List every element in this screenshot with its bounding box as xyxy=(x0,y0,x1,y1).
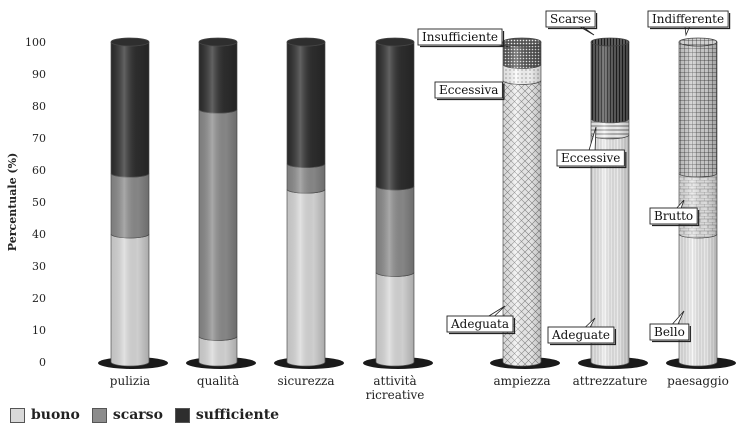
bar-top-cap xyxy=(678,37,718,47)
callout-box xyxy=(434,81,503,99)
callout-label: Brutto xyxy=(654,209,693,223)
callout-label: Indifferente xyxy=(652,12,724,26)
callout-box-shadow xyxy=(449,318,516,335)
callout-box-shadow xyxy=(559,152,627,169)
callout: Insufficiente xyxy=(417,28,511,48)
callout-box xyxy=(417,28,503,46)
callout-box-shadow xyxy=(437,84,505,101)
callout-label: Adeguate xyxy=(551,328,610,342)
y-tick-label: 50 xyxy=(32,196,46,209)
y-axis: 0 10 20 30 40 50 60 70 80 90 100 Percentuale (%) xyxy=(6,36,46,369)
y-axis-title: Percentuale (%) xyxy=(6,153,19,252)
legend-swatch-buono xyxy=(10,407,25,423)
callout-box xyxy=(545,10,596,28)
legend-swatch-scarso xyxy=(91,407,107,423)
callout-box xyxy=(547,326,615,344)
bar-shading xyxy=(503,42,541,366)
callout: Adeguata xyxy=(446,305,516,335)
category-label: pulizia xyxy=(110,374,150,388)
category-label: qualità xyxy=(197,374,239,388)
category-labels: pulizia qualità sicurezza attivitàricreativ… xyxy=(110,374,729,402)
bar-top-cap xyxy=(286,37,326,47)
legend-item-scarso: scarso xyxy=(91,407,163,423)
segment-callouts: Adeguata Eccessiva Insufficiente Adeguate Ec… xyxy=(417,10,731,346)
category-label: sicurezza xyxy=(277,374,334,388)
callout-box-shadow xyxy=(652,210,700,227)
right-chart-bars xyxy=(490,37,736,369)
callout-label: Scarse xyxy=(550,12,591,26)
bar-top-cap xyxy=(375,37,415,47)
callout-label: Insufficiente xyxy=(422,30,498,44)
y-tick-label: 100 xyxy=(25,36,46,49)
y-tick-label: 70 xyxy=(32,132,46,145)
bar-top-cap xyxy=(590,37,630,47)
callout-box xyxy=(647,10,729,28)
callout: Bello xyxy=(649,310,691,343)
y-tick-label: 40 xyxy=(32,228,46,241)
category-label: attrezzature xyxy=(573,374,648,388)
y-tick-label: 60 xyxy=(32,164,46,177)
legend: buono scarso sufficiente xyxy=(10,406,291,424)
bar-shading xyxy=(111,42,149,366)
y-tick-label: 90 xyxy=(32,68,46,81)
y-tick-label: 20 xyxy=(32,292,46,305)
callout: Scarse xyxy=(545,10,598,36)
callout: Eccessive xyxy=(556,126,627,169)
y-tick-label: 10 xyxy=(32,324,46,337)
callout-box-shadow xyxy=(548,13,598,30)
callout-label: Eccessiva xyxy=(439,83,498,97)
category-label: paesaggio xyxy=(667,374,729,388)
callout-box-shadow xyxy=(420,31,505,48)
legend-label: buono xyxy=(31,407,80,423)
callout: Indifferente xyxy=(647,10,731,37)
category-label: attività xyxy=(373,374,416,388)
y-tick-label: 0 xyxy=(39,356,46,369)
legend-label: scarso xyxy=(112,407,163,423)
y-tick-label: 30 xyxy=(32,260,46,273)
callout: Adeguate xyxy=(547,317,617,346)
callout-box-shadow xyxy=(650,13,731,30)
bar-shading xyxy=(199,42,237,366)
legend-swatch-sufficiente xyxy=(174,407,190,423)
callout-box-shadow xyxy=(550,329,617,346)
bar-top-cap xyxy=(110,37,150,47)
callout: Brutto xyxy=(649,199,700,227)
callout-box xyxy=(446,315,514,333)
bar-shading xyxy=(376,42,414,366)
callout-box xyxy=(649,207,698,225)
y-tick-label: 80 xyxy=(32,100,46,113)
callout-box xyxy=(556,149,625,167)
bar-top-cap xyxy=(198,37,238,47)
legend-label: sufficiente xyxy=(195,407,280,423)
callout-label: Eccessive xyxy=(561,151,620,165)
callout-label: Adeguata xyxy=(450,317,509,331)
legend-item-sufficiente: sufficiente xyxy=(174,407,280,423)
category-label: ricreative xyxy=(366,388,425,402)
left-chart-bars xyxy=(98,37,433,369)
category-label: ampiezza xyxy=(494,374,551,388)
bar-shading xyxy=(287,42,325,366)
callout-label: Bello xyxy=(654,325,685,339)
bar-top-cap xyxy=(502,37,542,47)
bar-shading xyxy=(679,42,717,366)
legend-item-buono: buono xyxy=(10,407,80,423)
callout: Eccessiva xyxy=(434,81,505,101)
callout-box-shadow xyxy=(652,326,691,343)
callout-box xyxy=(649,323,690,341)
bar-shading xyxy=(591,42,629,366)
